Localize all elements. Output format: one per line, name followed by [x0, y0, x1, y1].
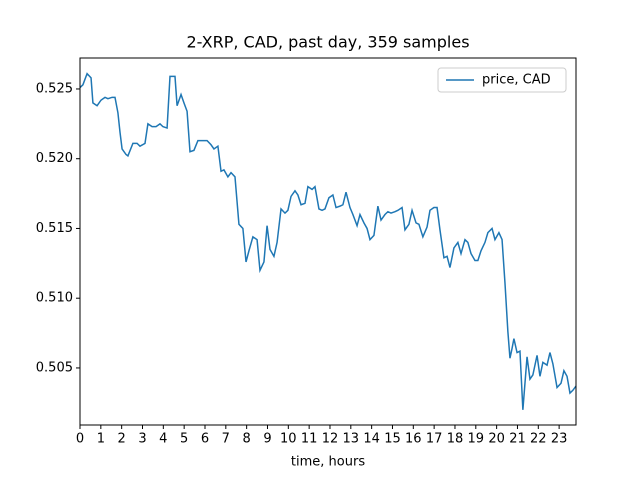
- y-tick-label: 0.520: [36, 151, 73, 166]
- x-tick-label: 6: [201, 432, 209, 447]
- x-tick-label: 11: [301, 432, 318, 447]
- x-tick-label: 20: [488, 432, 505, 447]
- x-tick-label: 17: [426, 432, 443, 447]
- x-tick-label: 14: [363, 432, 380, 447]
- x-tick-label: 19: [468, 432, 485, 447]
- x-tick-label: 2: [118, 432, 126, 447]
- y-tick-label: 0.505: [36, 360, 73, 375]
- x-tick-label: 23: [551, 432, 568, 447]
- x-tick-label: 3: [138, 432, 146, 447]
- x-tick-label: 5: [180, 432, 188, 447]
- x-tick-label: 0: [76, 432, 84, 447]
- x-tick-label: 16: [405, 432, 422, 447]
- y-tick-label: 0.525: [36, 81, 73, 96]
- x-tick-label: 22: [530, 432, 547, 447]
- x-tick-label: 10: [280, 432, 297, 447]
- x-tick-label: 8: [243, 432, 251, 447]
- price-line: [79, 72, 577, 410]
- legend-label: price, CAD: [482, 73, 551, 88]
- x-tick-label: 21: [509, 432, 526, 447]
- x-tick-label: 18: [447, 432, 464, 447]
- x-tick-label: 12: [322, 432, 339, 447]
- x-axis-label: time, hours: [291, 455, 365, 470]
- x-tick-label: 7: [222, 432, 230, 447]
- x-tick-label: 4: [159, 432, 167, 447]
- x-tick-label: 13: [343, 432, 360, 447]
- legend-box: [437, 67, 567, 93]
- x-tick-label: 15: [384, 432, 401, 447]
- plot-frame: [79, 57, 577, 426]
- x-tick-label: 9: [263, 432, 271, 447]
- y-tick-label: 0.510: [36, 291, 73, 306]
- chart-title: 2-XRP, CAD, past day, 359 samples: [186, 33, 469, 52]
- x-tick-label: 1: [97, 432, 105, 447]
- y-tick-label: 0.515: [36, 221, 73, 236]
